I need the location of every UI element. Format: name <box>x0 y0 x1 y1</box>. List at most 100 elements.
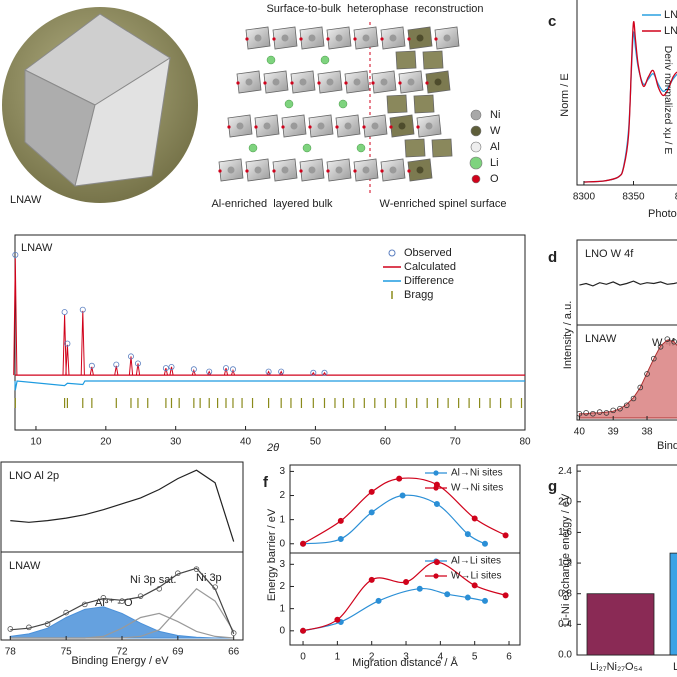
y-tick-label: 2.4 <box>558 466 572 477</box>
observed-point <box>206 368 213 375</box>
axes-frame <box>289 552 521 646</box>
atom <box>362 125 366 129</box>
atom <box>245 169 249 173</box>
series-line <box>10 567 235 635</box>
x-tick-label: 30 <box>170 437 182 448</box>
y-tick-label: 0 <box>279 538 285 549</box>
series-line <box>583 20 677 183</box>
legend-swatch <box>470 125 482 137</box>
atom <box>380 37 384 41</box>
x-axis-label: 2θ <box>266 442 279 454</box>
atom <box>284 99 294 109</box>
observed-point <box>168 363 175 370</box>
legend-label: O <box>490 173 499 185</box>
x-tick-label: 72 <box>116 647 128 658</box>
panel-text: LNAW <box>21 242 53 254</box>
data-point <box>596 409 603 415</box>
cube-face <box>74 56 171 187</box>
legend-label: LN <box>664 25 677 37</box>
data-point <box>664 336 671 342</box>
observed-point <box>64 340 71 347</box>
atom <box>227 166 235 174</box>
structure-label: W-enriched spinel surface <box>380 198 507 210</box>
data-point <box>650 355 657 362</box>
legend-label: W→Ni sites <box>451 483 503 494</box>
data-point <box>368 576 375 583</box>
x-tick-label: 78 <box>5 647 17 658</box>
calculated-peak <box>135 363 141 376</box>
data-point <box>603 410 610 416</box>
atom <box>263 122 271 130</box>
calculated-peak <box>62 314 67 376</box>
atom <box>425 81 429 85</box>
observed-point <box>310 369 317 376</box>
atom <box>371 122 379 130</box>
data-point <box>137 593 144 599</box>
y-tick-label: 2 <box>279 581 285 592</box>
octahedron <box>395 50 417 70</box>
data-point <box>471 582 478 589</box>
subplot-label: LNAW <box>585 333 617 345</box>
atom <box>326 78 334 86</box>
data-point <box>590 410 596 417</box>
data-point <box>81 601 88 608</box>
subplot-label: LNO Al 2p <box>9 470 59 482</box>
legend-swatch <box>433 470 439 476</box>
calculated-peak <box>128 356 134 376</box>
legend-swatch <box>433 573 439 579</box>
data-point <box>337 517 344 524</box>
atom <box>236 81 240 85</box>
data-point <box>119 598 125 604</box>
x-tick-label: 20 <box>100 437 112 448</box>
legend-label: Calculated <box>404 261 456 273</box>
octahedron <box>404 138 426 158</box>
atom <box>308 34 316 42</box>
data-point <box>671 338 677 345</box>
y-axis-label: Li-Ni exchange energy / eV <box>560 493 572 626</box>
observed-point <box>61 309 68 316</box>
data-point <box>396 475 403 482</box>
x-axis-label: Migration distance / Å <box>352 656 458 669</box>
particle-illustration <box>2 7 198 203</box>
observed-point <box>229 366 236 373</box>
atom <box>290 81 294 85</box>
x-axis-label: Bind <box>657 440 677 452</box>
x-tick-label: 66 <box>228 647 240 658</box>
panel-label: c <box>548 13 556 30</box>
data-point <box>502 592 509 599</box>
y-tick-label: 3 <box>279 466 285 477</box>
panel-label: d <box>548 249 557 266</box>
y-tick-label: 0.0 <box>558 650 572 661</box>
legend-label: W <box>490 125 501 137</box>
y-tick-label: 0.8 <box>558 588 572 599</box>
atom <box>245 78 253 86</box>
atom <box>416 34 424 42</box>
x-tick-label: 39 <box>608 427 620 438</box>
atom <box>254 34 262 42</box>
atom <box>443 34 451 42</box>
legend-label: Ni <box>490 109 500 121</box>
calculated-peak <box>169 366 174 376</box>
atom <box>335 34 343 42</box>
observed-point <box>79 306 86 313</box>
atom <box>353 169 357 173</box>
crystal-structure <box>218 22 460 196</box>
component-area <box>9 606 234 639</box>
octahedron <box>422 50 444 70</box>
atom <box>326 37 330 41</box>
series-line <box>579 280 677 287</box>
legend-swatch <box>388 249 396 257</box>
data-point <box>610 407 617 414</box>
atom <box>407 169 411 173</box>
x-tick-label: 40 <box>240 437 252 448</box>
atom <box>398 122 406 130</box>
observed-point <box>127 353 134 360</box>
legend-label: Observed <box>404 247 452 259</box>
data-point <box>644 371 650 377</box>
data-point <box>368 509 375 516</box>
y-tick-label: 0 <box>279 625 285 636</box>
data-point <box>464 531 471 538</box>
x-tick-label: 2 <box>369 652 375 663</box>
atom <box>281 166 289 174</box>
